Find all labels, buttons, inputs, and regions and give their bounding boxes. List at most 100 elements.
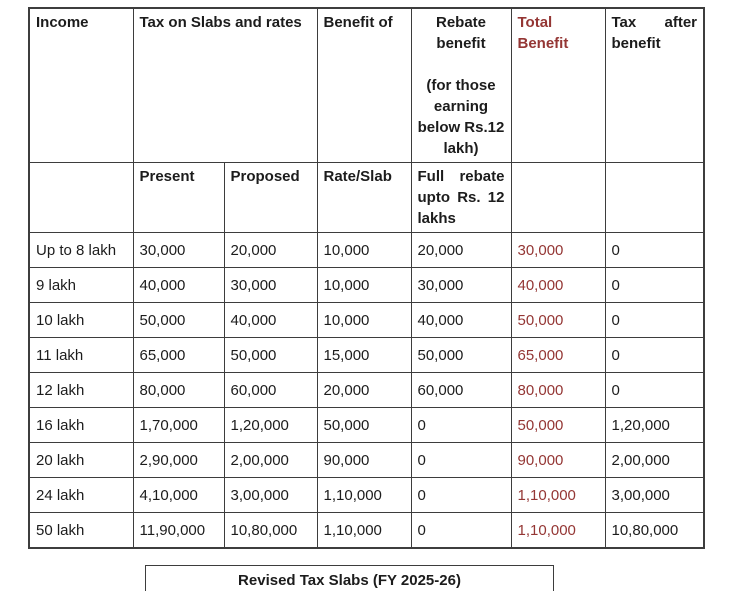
full-rebate-line2: upto Rs. 12 xyxy=(418,187,505,208)
table-row: 10 lakh 50,000 40,000 10,000 40,000 50,0… xyxy=(28,302,705,338)
header-row-2: Present Proposed Rate/Slab Full rebate u… xyxy=(28,162,705,233)
table-row: Up to 8 lakh 30,000 20,000 10,000 20,000… xyxy=(28,232,705,268)
income-cell: 20 lakh xyxy=(28,442,134,478)
tax-after-cell: 0 xyxy=(604,302,705,338)
proposed-cell: 60,000 xyxy=(223,372,318,408)
header-empty-total-benefit xyxy=(510,162,606,233)
proposed-cell: 40,000 xyxy=(223,302,318,338)
table-row: 12 lakh 80,000 60,000 20,000 60,000 80,0… xyxy=(28,372,705,408)
header-rebate-benefit: Rebate benefit (for those earning below … xyxy=(410,7,512,163)
income-cell: 16 lakh xyxy=(28,407,134,443)
proposed-cell: 1,20,000 xyxy=(223,407,318,443)
rate-slab-cell: 15,000 xyxy=(316,337,412,373)
table-row: 50 lakh 11,90,000 10,80,000 1,10,000 0 1… xyxy=(28,512,705,549)
header-row-1: Income Tax on Slabs and rates Benefit of… xyxy=(28,7,705,163)
present-cell: 40,000 xyxy=(132,267,225,303)
rebate-cell: 0 xyxy=(410,512,512,549)
header-full-rebate: Full rebate upto Rs. 12 lakhs xyxy=(410,162,512,233)
table-row: 16 lakh 1,70,000 1,20,000 50,000 0 50,00… xyxy=(28,407,705,443)
full-rebate-word: upto xyxy=(417,189,450,206)
header-tax-on-slabs: Tax on Slabs and rates xyxy=(132,7,318,163)
rate-slab-cell: 50,000 xyxy=(316,407,412,443)
present-cell: 80,000 xyxy=(132,372,225,408)
proposed-cell: 30,000 xyxy=(223,267,318,303)
header-rate-slab: Rate/Slab xyxy=(316,162,412,233)
caption-box: Revised Tax Slabs (FY 2025-26) xyxy=(145,565,554,591)
tax-after-cell: 2,00,000 xyxy=(604,442,705,478)
present-cell: 1,70,000 xyxy=(132,407,225,443)
total-benefit-cell: 40,000 xyxy=(510,267,606,303)
total-benefit-cell: 30,000 xyxy=(510,232,606,268)
present-cell: 4,10,000 xyxy=(132,477,225,513)
table-row: 20 lakh 2,90,000 2,00,000 90,000 0 90,00… xyxy=(28,442,705,478)
tax-after-cell: 1,20,000 xyxy=(604,407,705,443)
proposed-cell: 20,000 xyxy=(223,232,318,268)
header-empty-tax-after xyxy=(604,162,705,233)
present-cell: 30,000 xyxy=(132,232,225,268)
rebate-benefit-note: (for those earning below Rs.12 lakh) xyxy=(417,77,505,157)
tax-after-word-tax: Tax xyxy=(611,14,637,31)
income-cell: 9 lakh xyxy=(28,267,134,303)
table-row: 11 lakh 65,000 50,000 15,000 50,000 65,0… xyxy=(28,337,705,373)
rate-slab-cell: 1,10,000 xyxy=(316,477,412,513)
rebate-cell: 30,000 xyxy=(410,267,512,303)
tax-after-line2: benefit xyxy=(611,35,661,52)
total-benefit-cell: 50,000 xyxy=(510,302,606,338)
income-cell: 50 lakh xyxy=(28,512,134,549)
rebate-benefit-title: Rebate benefit xyxy=(435,14,487,52)
present-cell: 65,000 xyxy=(132,337,225,373)
proposed-cell: 10,80,000 xyxy=(223,512,318,549)
proposed-cell: 3,00,000 xyxy=(223,477,318,513)
present-cell: 11,90,000 xyxy=(132,512,225,549)
tax-after-cell: 0 xyxy=(604,232,705,268)
tax-after-cell: 10,80,000 xyxy=(604,512,705,549)
header-total-benefit: Total Benefit xyxy=(510,7,606,163)
rate-slab-cell: 90,000 xyxy=(316,442,412,478)
tax-after-line1: Tax after xyxy=(612,12,698,33)
table-row: 24 lakh 4,10,000 3,00,000 1,10,000 0 1,1… xyxy=(28,477,705,513)
tax-after-word-after: after xyxy=(664,14,697,31)
header-tax-after-benefit: Tax after benefit xyxy=(604,7,705,163)
total-benefit-cell: 1,10,000 xyxy=(510,512,606,549)
rebate-cell: 50,000 xyxy=(410,337,512,373)
rebate-cell: 0 xyxy=(410,477,512,513)
full-rebate-word: rebate xyxy=(459,168,505,185)
full-rebate-word: Full xyxy=(417,168,445,185)
rate-slab-cell: 20,000 xyxy=(316,372,412,408)
header-proposed: Proposed xyxy=(223,162,318,233)
table-row: 9 lakh 40,000 30,000 10,000 30,000 40,00… xyxy=(28,267,705,303)
rebate-cell: 40,000 xyxy=(410,302,512,338)
header-income: Income xyxy=(28,7,134,163)
rate-slab-cell: 10,000 xyxy=(316,267,412,303)
rebate-cell: 0 xyxy=(410,407,512,443)
tax-after-cell: 0 xyxy=(604,337,705,373)
proposed-cell: 50,000 xyxy=(223,337,318,373)
rate-slab-cell: 10,000 xyxy=(316,302,412,338)
total-benefit-cell: 50,000 xyxy=(510,407,606,443)
rate-slab-cell: 1,10,000 xyxy=(316,512,412,549)
total-benefit-cell: 1,10,000 xyxy=(510,477,606,513)
caption-label: Revised Tax Slabs (FY 2025-26) xyxy=(238,572,461,589)
proposed-cell: 2,00,000 xyxy=(223,442,318,478)
rebate-cell: 0 xyxy=(410,442,512,478)
header-empty-income xyxy=(28,162,134,233)
total-benefit-cell: 90,000 xyxy=(510,442,606,478)
tax-after-cell: 3,00,000 xyxy=(604,477,705,513)
income-cell: 12 lakh xyxy=(28,372,134,408)
income-cell: 10 lakh xyxy=(28,302,134,338)
tax-after-cell: 0 xyxy=(604,372,705,408)
full-rebate-word: 12 xyxy=(487,189,505,206)
full-rebate-word: Rs. xyxy=(457,189,481,206)
income-cell: 24 lakh xyxy=(28,477,134,513)
total-benefit-cell: 65,000 xyxy=(510,337,606,373)
tax-slabs-table: Income Tax on Slabs and rates Benefit of… xyxy=(28,7,705,549)
present-cell: 50,000 xyxy=(132,302,225,338)
header-benefit-of: Benefit of xyxy=(316,7,412,163)
rebate-cell: 60,000 xyxy=(410,372,512,408)
total-benefit-cell: 80,000 xyxy=(510,372,606,408)
rate-slab-cell: 10,000 xyxy=(316,232,412,268)
full-rebate-line3: lakhs xyxy=(417,210,456,227)
header-present: Present xyxy=(132,162,225,233)
present-cell: 2,90,000 xyxy=(132,442,225,478)
